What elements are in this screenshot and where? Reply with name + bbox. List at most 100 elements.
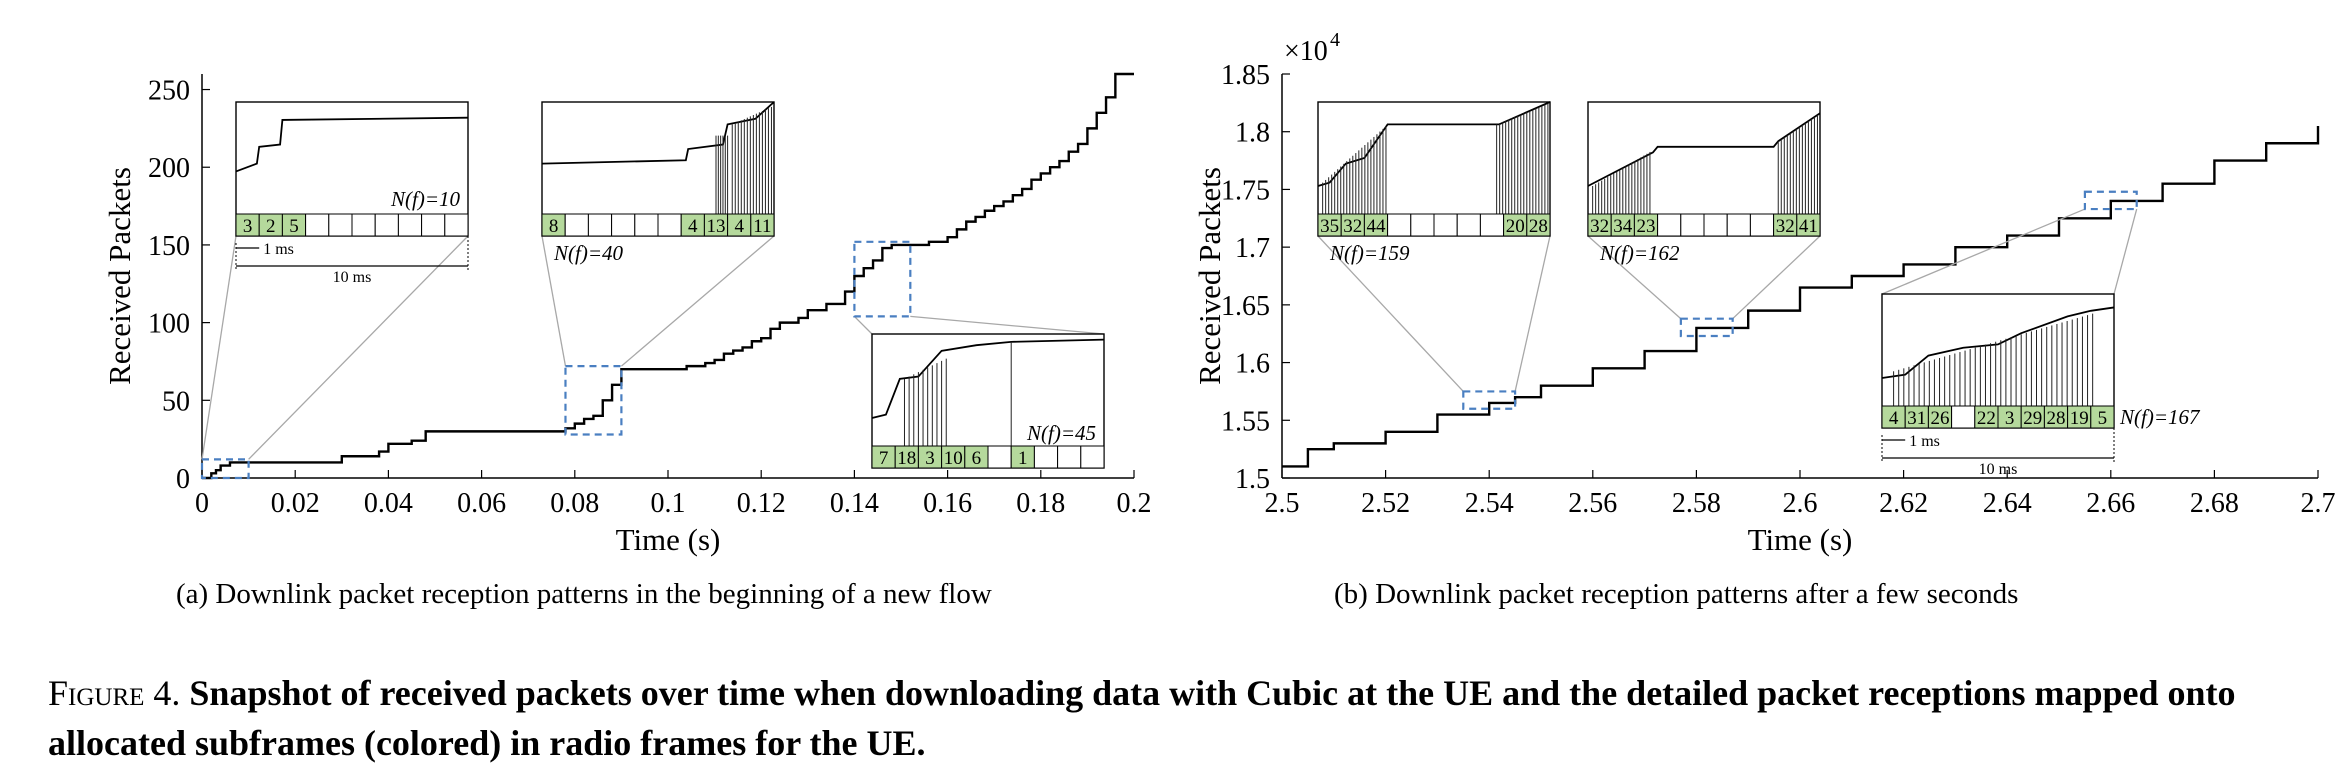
subframe-cell [1456, 213, 1481, 237]
x-tick-label: 0.06 [457, 488, 506, 519]
subframe-cell-label: 7 [879, 448, 889, 469]
inset-panel: 7 18 3 10 6 1 N(f)=45 [871, 333, 1105, 469]
y-tick-label: 100 [148, 309, 190, 340]
subframe-cell-label: 19 [2070, 408, 2089, 429]
inset-curve [1881, 306, 2115, 379]
subframe-cell-label: 1 [1018, 448, 1028, 469]
y-tick-label: 1.5 [1235, 464, 1270, 495]
figure-caption: Figure 4. Snapshot of received packets o… [48, 668, 2298, 768]
subframe-cell [611, 213, 636, 237]
inset-curve [1317, 101, 1551, 187]
subframe-cell-label: 6 [972, 448, 982, 469]
x-tick-label: 0.16 [923, 488, 972, 519]
y-tick-label: 1.65 [1221, 291, 1270, 322]
y-axis-label: Received Packets [102, 167, 137, 385]
y-tick-label: 250 [148, 76, 190, 107]
x-tick-label: 0.08 [550, 488, 599, 519]
y-tick-label: 150 [148, 231, 190, 262]
scale-label-1ms: 1 ms [263, 241, 294, 258]
y-tick-label: 50 [162, 386, 190, 417]
subframe-cell [351, 213, 376, 237]
y-axis-label: Received Packets [1192, 167, 1227, 385]
subframe-cell-label: 29 [2023, 408, 2042, 429]
subframe-cell [564, 213, 589, 237]
subframe-cell-label: 32 [1343, 216, 1362, 237]
zoom-connector [1881, 208, 2086, 295]
zoom-connector [1732, 235, 1821, 320]
nf-label: N(f)=10 [390, 187, 460, 211]
subframe-cell [1057, 445, 1082, 469]
chart-a: 0 0.02 0.04 0.06 0.08 0.1 0.12 0.14 0.16 0.18 0.2 0… [102, 72, 1152, 557]
x-tick-label: 2.68 [2190, 488, 2239, 519]
nf-label: N(f)=40 [553, 241, 623, 265]
subframe-cell-label: 31 [1907, 408, 1926, 429]
subframe-cell [1526, 213, 1551, 237]
inset-curve [1587, 112, 1821, 187]
x-tick-label: 2.7 [2301, 488, 2336, 519]
inset-panel: 8 4 13 4 11 N(f)=40 [541, 101, 775, 265]
zoom-connector [1514, 235, 1551, 392]
y-axis-multiplier: ×10 [1284, 36, 1328, 67]
subframe-cell [421, 213, 446, 237]
x-tick-label: 0.18 [1016, 488, 1065, 519]
chart-b: 2.5 2.52 2.54 2.56 2.58 2.6 2.62 2.64 2.66 2.68 2.… [1192, 29, 2336, 557]
subframe-cell-label: 8 [549, 216, 559, 237]
scale-label-10ms: 10 ms [1979, 461, 2018, 478]
zoom-connector [853, 315, 873, 335]
subframe-cell-label: 5 [2098, 408, 2108, 429]
subframe-cell [1749, 213, 1775, 237]
zoom-box [2083, 190, 2138, 211]
subframe-cell-label: 20 [1506, 216, 1525, 237]
subframe-cell [1726, 213, 1751, 237]
subframe-cell [1479, 213, 1505, 237]
subframe-cell-label: 3 [243, 216, 253, 237]
zoom-box [853, 240, 912, 318]
caption-text: Snapshot of received packets over time w… [48, 673, 2236, 763]
subframe-cell-label: 2 [266, 216, 276, 237]
nf-label: N(f)=159 [1329, 241, 1410, 265]
subframe-cell [1680, 213, 1705, 237]
x-tick-label: 2.52 [1361, 488, 1410, 519]
y-tick-label: 1.85 [1221, 60, 1270, 91]
subframe-cell [657, 213, 682, 237]
subframe-cell [987, 445, 1012, 469]
subframe-cell [1657, 213, 1682, 237]
subframe-cell [1951, 405, 1976, 429]
y-axis-multiplier-exponent: 4 [1330, 29, 1340, 51]
zoom-box [1679, 317, 1734, 338]
x-tick-label: 0.02 [271, 488, 320, 519]
zoom-connector [910, 315, 1105, 335]
y-tick-label: 1.55 [1221, 406, 1270, 437]
subframe-cell-label: 4 [734, 216, 744, 237]
subframe-cell [1080, 445, 1105, 469]
series-line [202, 72, 1134, 480]
subframe-cell [1387, 213, 1412, 237]
zoom-box [564, 365, 623, 436]
subframe-cell-label: 34 [1613, 216, 1633, 237]
x-tick-label: 0.12 [737, 488, 786, 519]
subframe-cell-label: 44 [1367, 216, 1387, 237]
subframe-cell-label: 13 [707, 216, 726, 237]
inset-panel: 35 32 44 20 28 N(f)=159 [1317, 101, 1551, 265]
subframe-cell-label: 41 [1799, 216, 1818, 237]
subframe-cell-label: 3 [925, 448, 935, 469]
zoom-box [1462, 390, 1517, 410]
subcaption-a: (a) Downlink packet reception patterns i… [176, 578, 992, 610]
subframe-cell [444, 213, 469, 237]
y-tick-label: 0 [176, 464, 190, 495]
zoom-connector [541, 235, 567, 367]
x-axis-label: Time (s) [616, 522, 721, 557]
y-tick-label: 1.8 [1235, 118, 1270, 149]
subframe-cell [1033, 445, 1059, 469]
subframe-cell-label: 5 [289, 216, 299, 237]
nf-label: N(f)=45 [1026, 421, 1096, 445]
subframe-cell [1410, 213, 1435, 237]
subframe-cell-label: 4 [1889, 408, 1899, 429]
x-tick-label: 2.56 [1568, 488, 1617, 519]
subframe-cell-label: 4 [688, 216, 698, 237]
nf-label: N(f)=162 [1599, 241, 1680, 265]
zoom-connector [620, 235, 775, 367]
y-tick-label: 1.75 [1221, 175, 1270, 206]
x-axis-label: Time (s) [1748, 522, 1853, 557]
x-tick-label: 2.54 [1465, 488, 1514, 519]
